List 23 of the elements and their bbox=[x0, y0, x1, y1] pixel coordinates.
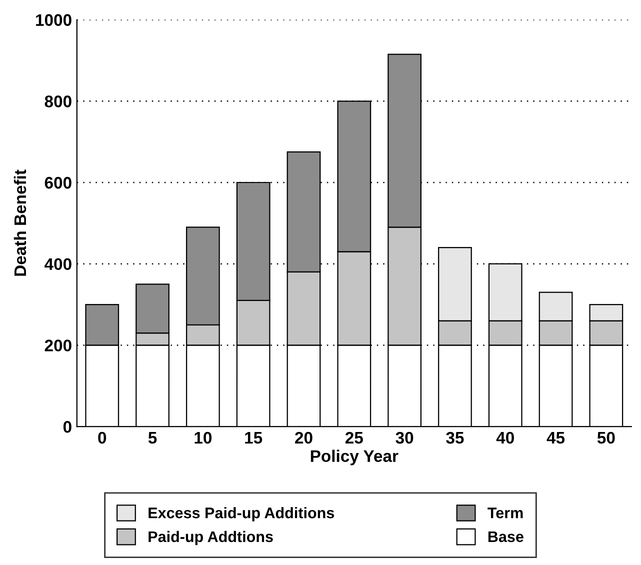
x-tick-label: 5 bbox=[148, 432, 157, 444]
y-tick-label: 1000 bbox=[36, 14, 72, 26]
y-tick-label: 600 bbox=[44, 176, 72, 189]
x-tick-label: 50 bbox=[597, 432, 615, 444]
x-axis-title: Policy Year bbox=[310, 450, 398, 466]
x-tick-label: 45 bbox=[546, 432, 565, 444]
y-axis-title: Death Benefit bbox=[14, 170, 26, 276]
legend-label: Base bbox=[488, 531, 524, 542]
y-tick-label: 800 bbox=[44, 96, 72, 108]
y-tick-label: 200 bbox=[44, 340, 72, 352]
y-tick-label: 0 bbox=[63, 420, 72, 433]
x-tick-label: 30 bbox=[396, 432, 414, 444]
legend-label: Excess Paid-up Additions bbox=[148, 507, 334, 522]
x-tick-label: 25 bbox=[345, 432, 363, 444]
x-tick-label: 15 bbox=[245, 432, 262, 444]
legend-label: Paid-up Addtions bbox=[148, 530, 273, 546]
y-tick-label: 400 bbox=[44, 258, 72, 270]
x-tick-label: 20 bbox=[295, 432, 312, 444]
x-tick-label: 40 bbox=[496, 432, 514, 444]
x-tick-label: 35 bbox=[446, 432, 464, 444]
legend-label: Term bbox=[488, 508, 523, 518]
x-tick-label: 0 bbox=[98, 432, 106, 444]
x-tick-label: 10 bbox=[194, 432, 212, 444]
